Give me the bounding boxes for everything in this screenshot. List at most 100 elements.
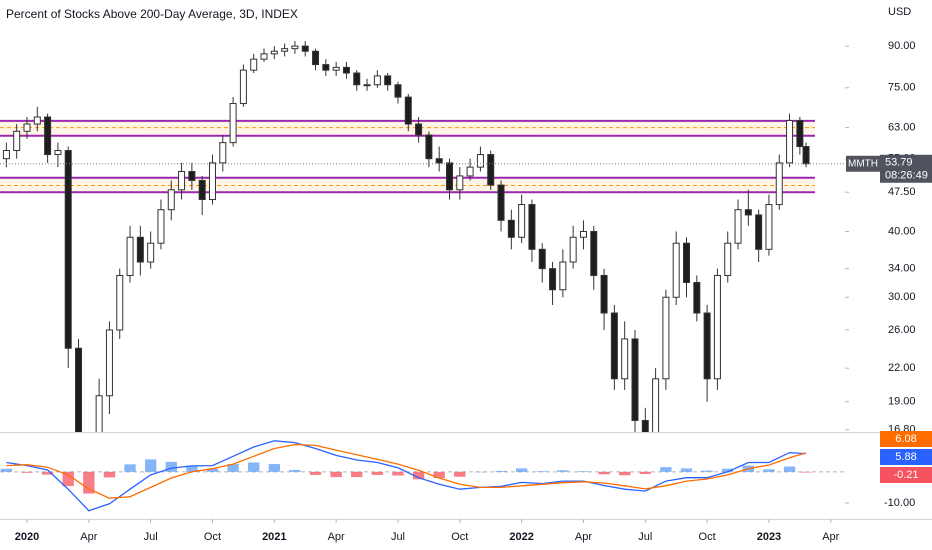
candle-body bbox=[75, 347, 83, 432]
histogram-bar bbox=[454, 471, 466, 477]
candle-body bbox=[64, 150, 72, 349]
histogram-bar bbox=[392, 471, 404, 476]
candle-body bbox=[342, 66, 350, 74]
candle-body bbox=[219, 142, 227, 164]
candle-body bbox=[435, 158, 443, 164]
candle-body bbox=[652, 378, 660, 432]
histogram-bar bbox=[680, 468, 693, 472]
candle-body bbox=[208, 162, 216, 201]
candle-body bbox=[250, 58, 258, 71]
histogram-bar bbox=[124, 464, 136, 472]
candle-body bbox=[136, 236, 144, 263]
candle-body bbox=[755, 214, 763, 250]
x-tick-label: Jul bbox=[391, 531, 405, 543]
candle-body bbox=[802, 146, 810, 165]
histogram-bar bbox=[557, 470, 569, 472]
candle-body bbox=[487, 154, 495, 186]
candle-body bbox=[404, 96, 412, 125]
candle-body bbox=[507, 219, 515, 238]
candle-body bbox=[281, 48, 289, 52]
candle-body bbox=[734, 209, 742, 244]
histogram-bar bbox=[800, 471, 812, 473]
y-tick-label: 34.00 bbox=[888, 263, 916, 275]
x-tick-label: 2023 bbox=[757, 531, 781, 543]
candle-body bbox=[167, 189, 175, 211]
histogram-bar bbox=[598, 471, 610, 475]
histogram-bar bbox=[268, 464, 280, 472]
value-label: 5.88 bbox=[895, 451, 916, 463]
x-tick-label: Jul bbox=[638, 531, 652, 543]
zone-fill bbox=[0, 120, 815, 136]
candle-body bbox=[662, 296, 670, 380]
candle-body bbox=[23, 123, 31, 132]
y-tick-label: -10.00 bbox=[884, 497, 915, 509]
candle-body bbox=[518, 204, 526, 238]
candle-body bbox=[693, 281, 701, 314]
main-pane bbox=[0, 41, 845, 432]
histogram-bar bbox=[165, 461, 177, 472]
price-box bbox=[880, 154, 932, 183]
candle-body bbox=[116, 274, 124, 331]
candle-body bbox=[415, 123, 423, 136]
histogram-bar bbox=[763, 469, 775, 472]
y-tick-label: 75.00 bbox=[888, 82, 916, 94]
x-tick-label: 2021 bbox=[262, 531, 286, 543]
candle-body bbox=[425, 134, 433, 160]
y-tick-label: 22.00 bbox=[888, 362, 916, 374]
symbol-label: MMTH bbox=[848, 158, 878, 169]
histogram-bar bbox=[433, 471, 445, 479]
last-price-label: 53.79 bbox=[885, 157, 913, 169]
candle-body bbox=[229, 103, 237, 144]
candle-body bbox=[744, 209, 752, 216]
candle-body bbox=[178, 170, 186, 191]
histogram-bar bbox=[103, 471, 116, 478]
x-tick-label: Jul bbox=[144, 531, 158, 543]
histogram-bar bbox=[206, 468, 219, 472]
countdown: 08:26:49 bbox=[885, 170, 928, 182]
value-label: 6.08 bbox=[895, 433, 916, 445]
candle-body bbox=[703, 312, 711, 380]
candle-body bbox=[373, 75, 381, 86]
currency: USD bbox=[888, 6, 911, 18]
candle-body bbox=[786, 119, 794, 164]
histogram-bar bbox=[371, 471, 384, 475]
candle-body bbox=[13, 130, 21, 152]
y-tick-label: 47.50 bbox=[888, 186, 916, 198]
candle-body bbox=[126, 236, 134, 276]
axes: 2020 Apr Jul Oct 2021 Apr Jul Oct 2022 Apr Jul Oct 2… bbox=[15, 40, 932, 543]
candle-body bbox=[549, 268, 557, 291]
x-tick-label: 2022 bbox=[509, 531, 533, 543]
candle-body bbox=[683, 242, 691, 283]
histogram-bar bbox=[619, 471, 631, 476]
candle-body bbox=[291, 45, 299, 50]
candle-body bbox=[322, 64, 330, 71]
x-tick-label: Apr bbox=[822, 531, 839, 543]
x-tick-label: 2020 bbox=[15, 531, 39, 543]
y-tick-label: 30.00 bbox=[888, 291, 916, 303]
histogram-bar bbox=[144, 459, 157, 472]
candle-body bbox=[54, 150, 62, 156]
value-box bbox=[880, 449, 932, 465]
histogram-bar bbox=[21, 471, 33, 473]
candle-body bbox=[95, 395, 103, 432]
candle-body bbox=[713, 274, 721, 380]
candle-body bbox=[590, 230, 598, 276]
macd-pane bbox=[0, 440, 845, 512]
candle-body bbox=[456, 175, 464, 191]
histogram-bar bbox=[495, 470, 507, 472]
candle-body bbox=[260, 53, 268, 60]
candle-body bbox=[497, 184, 505, 221]
candle-body bbox=[188, 170, 196, 181]
value-box bbox=[880, 467, 932, 483]
value-label: -0.21 bbox=[893, 469, 918, 481]
symbol-box bbox=[846, 155, 880, 172]
candle-body bbox=[796, 119, 804, 148]
histogram-bar bbox=[289, 469, 301, 472]
histogram-bar bbox=[577, 471, 590, 472]
histogram-bar bbox=[0, 468, 13, 472]
candle-body bbox=[239, 69, 247, 105]
candle-body bbox=[147, 242, 155, 263]
candle-body bbox=[610, 312, 618, 380]
